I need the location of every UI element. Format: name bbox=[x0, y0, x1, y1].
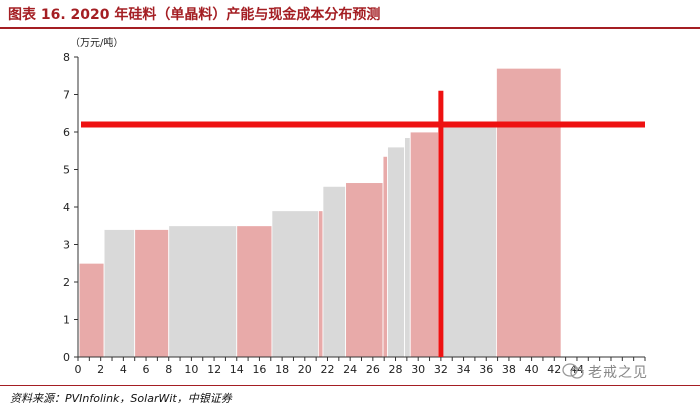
x-tick-label-6: 6 bbox=[143, 363, 150, 376]
y-tick-label-0: 0 bbox=[63, 351, 70, 364]
y-tick-label-7: 7 bbox=[63, 89, 70, 102]
y-tick-label-6: 6 bbox=[63, 126, 70, 139]
x-tick-label-38: 38 bbox=[502, 363, 516, 376]
x-tick-label-22: 22 bbox=[320, 363, 334, 376]
x-tick-label-26: 26 bbox=[366, 363, 380, 376]
bar-9 bbox=[382, 155, 388, 358]
chat-bubble-icon bbox=[562, 363, 584, 379]
bottom-rule bbox=[0, 385, 700, 386]
x-tick-label-28: 28 bbox=[389, 363, 403, 376]
bar-3 bbox=[168, 225, 238, 358]
y-tick-label-4: 4 bbox=[63, 201, 70, 214]
source-note: 资料来源：PVInfolink，SolarWit，中银证券 bbox=[10, 392, 232, 405]
y-tick-label-2: 2 bbox=[63, 276, 70, 289]
reference-lines-group bbox=[81, 90, 645, 357]
bar-12 bbox=[409, 131, 440, 358]
bar-8 bbox=[345, 182, 384, 358]
x-tick-label-18: 18 bbox=[275, 363, 289, 376]
bar-7 bbox=[322, 185, 347, 358]
bar-2 bbox=[134, 229, 170, 358]
x-tick-label-36: 36 bbox=[479, 363, 493, 376]
bar-1 bbox=[103, 229, 136, 358]
y-tick-label-5: 5 bbox=[63, 164, 70, 177]
y-tick-label-3: 3 bbox=[63, 239, 70, 252]
x-tick-label-4: 4 bbox=[120, 363, 127, 376]
bar-10 bbox=[387, 146, 405, 358]
x-tick-label-0: 0 bbox=[75, 363, 82, 376]
y-unit-label: （万元/吨） bbox=[70, 36, 123, 49]
bar-13 bbox=[438, 124, 497, 358]
bars-group bbox=[78, 67, 562, 358]
x-tick-label-30: 30 bbox=[411, 363, 425, 376]
x-tick-label-42: 42 bbox=[547, 363, 561, 376]
watermark-text: 老戒之见 bbox=[588, 365, 648, 381]
x-tick-label-12: 12 bbox=[207, 363, 221, 376]
x-tick-label-2: 2 bbox=[97, 363, 104, 376]
x-tick-label-8: 8 bbox=[165, 363, 172, 376]
x-tick-label-34: 34 bbox=[457, 363, 471, 376]
x-tick-label-16: 16 bbox=[252, 363, 266, 376]
x-tick-label-24: 24 bbox=[343, 363, 357, 376]
y-tick-label-8: 8 bbox=[63, 51, 70, 64]
x-tick-label-14: 14 bbox=[230, 363, 244, 376]
bar-4 bbox=[236, 225, 273, 358]
bar-11 bbox=[404, 137, 411, 358]
bar-14 bbox=[496, 67, 562, 358]
y-tick-label-1: 1 bbox=[63, 314, 70, 327]
bar-6 bbox=[318, 210, 324, 358]
bar-0 bbox=[78, 262, 105, 358]
x-tick-label-32: 32 bbox=[434, 363, 448, 376]
figure-title: 图表 16. 2020 年硅料（单晶料）产能与现金成本分布预测 bbox=[8, 7, 381, 23]
bar-5 bbox=[271, 210, 319, 358]
title-rule bbox=[0, 27, 700, 29]
x-tick-label-10: 10 bbox=[184, 363, 198, 376]
x-tick-label-20: 20 bbox=[298, 363, 312, 376]
x-tick-label-40: 40 bbox=[525, 363, 539, 376]
